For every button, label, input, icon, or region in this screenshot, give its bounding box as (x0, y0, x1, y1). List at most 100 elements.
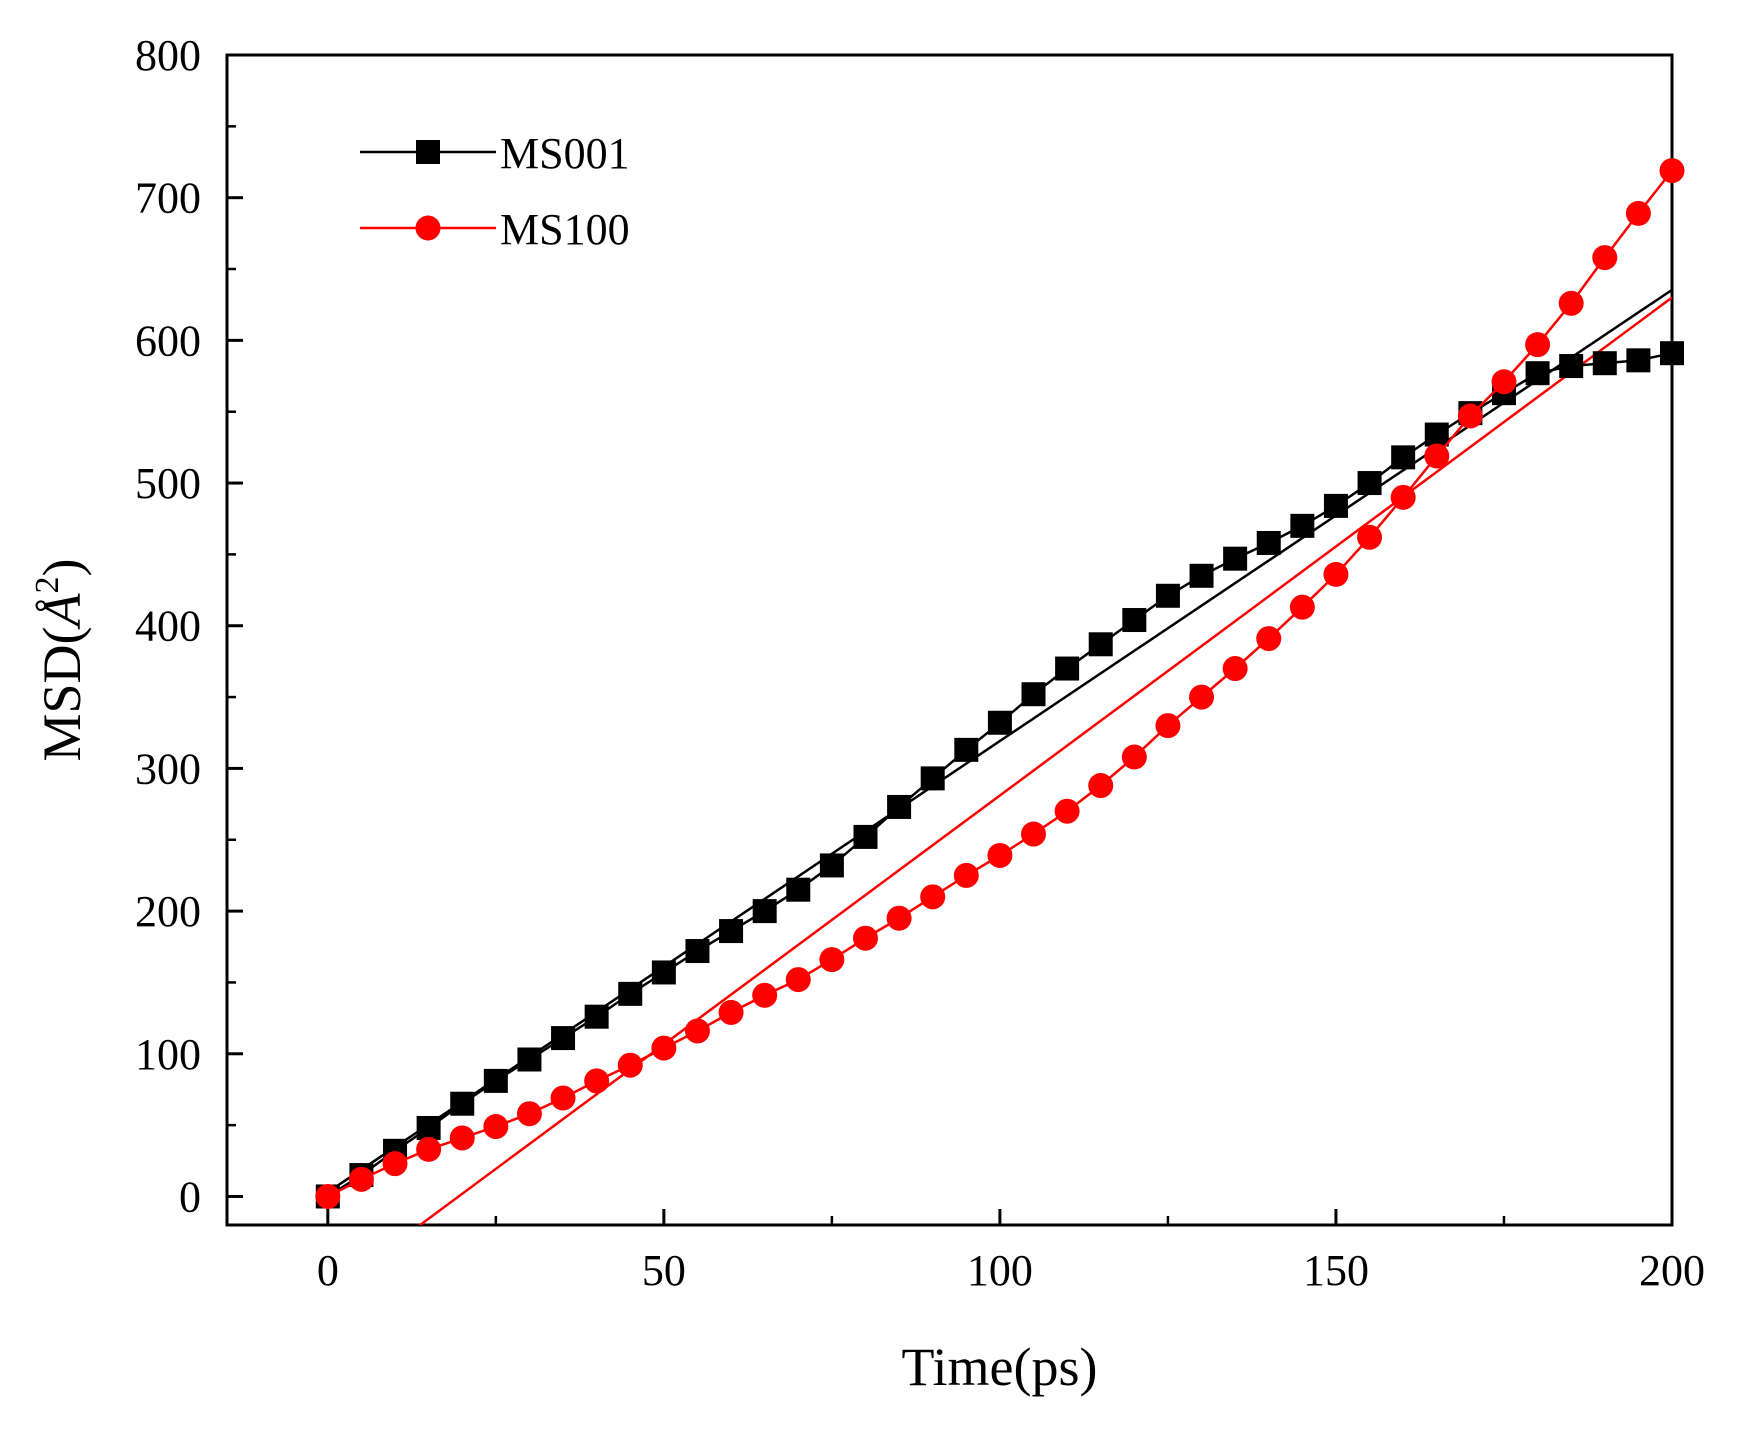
data-point-ms100 (1457, 403, 1483, 429)
data-point-ms001 (618, 981, 643, 1006)
y-tick-label: 600 (135, 316, 201, 365)
data-point-ms100 (718, 999, 744, 1025)
y-axis-title: MSD(Å2) (29, 558, 92, 761)
data-point-ms100 (1189, 684, 1215, 710)
data-point-ms100 (684, 1018, 710, 1044)
x-tick-label: 150 (1303, 1246, 1369, 1295)
y-tick-label: 800 (135, 31, 201, 80)
data-point-ms001 (584, 1004, 609, 1029)
data-point-ms100 (617, 1052, 643, 1078)
x-tick-label: 50 (642, 1246, 686, 1295)
data-point-ms100 (1289, 594, 1315, 620)
data-point-ms100 (987, 842, 1013, 868)
x-tick-label: 0 (317, 1246, 339, 1295)
series-line-ms100 (327, 169, 1673, 1198)
data-point-ms100 (1054, 798, 1080, 824)
data-point-ms100 (1323, 561, 1349, 587)
plot-frame (225, 53, 1674, 1227)
legend-ms001-label: MS001 (500, 129, 630, 178)
data-point-ms100 (1222, 656, 1248, 682)
data-point-ms100 (1357, 524, 1383, 550)
data-point-ms001 (416, 1115, 441, 1140)
data-point-ms100 (1424, 443, 1450, 469)
data-point-ms001 (450, 1091, 475, 1116)
data-point-ms100 (382, 1151, 408, 1177)
data-point-ms100 (1491, 369, 1517, 395)
data-point-ms100 (516, 1101, 542, 1127)
data-point-ms100 (1625, 200, 1651, 226)
data-point-ms001 (887, 794, 912, 819)
y-tick-label: 400 (135, 602, 201, 651)
data-point-ms100 (315, 1183, 341, 1209)
data-point-ms001 (752, 899, 777, 924)
data-point-ms001 (1122, 608, 1147, 633)
legend-ms001-marker (416, 140, 440, 164)
legend-ms100-label: MS100 (500, 205, 630, 254)
data-point-ms100 (1021, 821, 1047, 847)
y-axis-title-main: MSD( (32, 626, 92, 761)
y-tick-label: 100 (135, 1030, 201, 1079)
data-point-ms001 (1592, 351, 1617, 376)
data-point-ms100 (550, 1085, 576, 1111)
y-axis-title-sup: 2 (29, 576, 66, 593)
data-point-ms001 (954, 737, 979, 762)
y-tick-label: 700 (135, 174, 201, 223)
data-point-ms100 (785, 967, 811, 993)
y-axis-title-close: ) (32, 558, 92, 576)
data-point-ms100 (1088, 773, 1114, 799)
data-point-ms100 (1659, 158, 1685, 184)
x-tick-label: 100 (967, 1246, 1033, 1295)
data-point-ms001 (1189, 563, 1214, 588)
axes: 0 50 100 150 200 0 100 200 300 400 500 600 700 800 (135, 31, 1705, 1295)
data-point-ms001 (1525, 361, 1550, 386)
data-point-ms001 (1424, 422, 1449, 447)
data-point-ms001 (920, 766, 945, 791)
data-point-ms100 (483, 1114, 509, 1140)
data-point-ms001 (853, 824, 878, 849)
data-point-ms001 (1155, 583, 1180, 608)
data-point-ms001 (1391, 445, 1416, 470)
data-point-ms100 (953, 862, 979, 888)
data-point-ms001 (483, 1068, 508, 1093)
data-point-ms100 (1155, 713, 1181, 739)
data-point-ms001 (1559, 354, 1584, 379)
data-point-ms001 (819, 853, 844, 878)
data-point-ms001 (719, 919, 744, 944)
data-point-ms001 (1088, 632, 1113, 657)
y-tick-label: 300 (135, 744, 201, 793)
data-point-ms001 (1323, 493, 1348, 518)
data-series (315, 158, 1685, 1209)
data-point-ms001 (1290, 513, 1315, 538)
data-point-ms001 (1223, 546, 1248, 571)
data-point-ms100 (886, 905, 912, 931)
x-tick-label: 200 (1639, 1246, 1705, 1295)
fit-lines (327, 288, 1672, 1225)
data-point-ms100 (1256, 626, 1282, 652)
data-point-ms100 (348, 1166, 374, 1192)
data-point-ms001 (1660, 341, 1684, 366)
data-point-ms001 (1021, 682, 1046, 707)
y-tick-label: 200 (135, 887, 201, 936)
data-point-ms100 (852, 925, 878, 951)
x-axis-title: Time(ps) (901, 1337, 1097, 1397)
data-point-ms001 (987, 710, 1012, 735)
data-point-ms001 (651, 960, 676, 985)
data-point-ms001 (1055, 656, 1080, 681)
data-point-ms100 (1390, 484, 1416, 510)
y-tick-label: 500 (135, 459, 201, 508)
data-point-ms100 (920, 884, 946, 910)
data-point-ms100 (819, 947, 845, 973)
data-point-ms100 (1592, 245, 1618, 271)
data-point-ms100 (651, 1035, 677, 1061)
data-point-ms001 (1256, 530, 1281, 555)
legend: MS001 MS100 (360, 129, 630, 254)
data-point-ms001 (1626, 348, 1651, 373)
data-point-ms100 (1558, 290, 1584, 316)
data-point-ms001 (685, 939, 710, 964)
data-point-ms001 (1357, 471, 1382, 496)
data-point-ms100 (449, 1125, 475, 1151)
legend-ms100-marker (415, 215, 441, 241)
data-point-ms100 (1525, 332, 1551, 358)
y-axis-title-unit: Å (32, 592, 92, 629)
